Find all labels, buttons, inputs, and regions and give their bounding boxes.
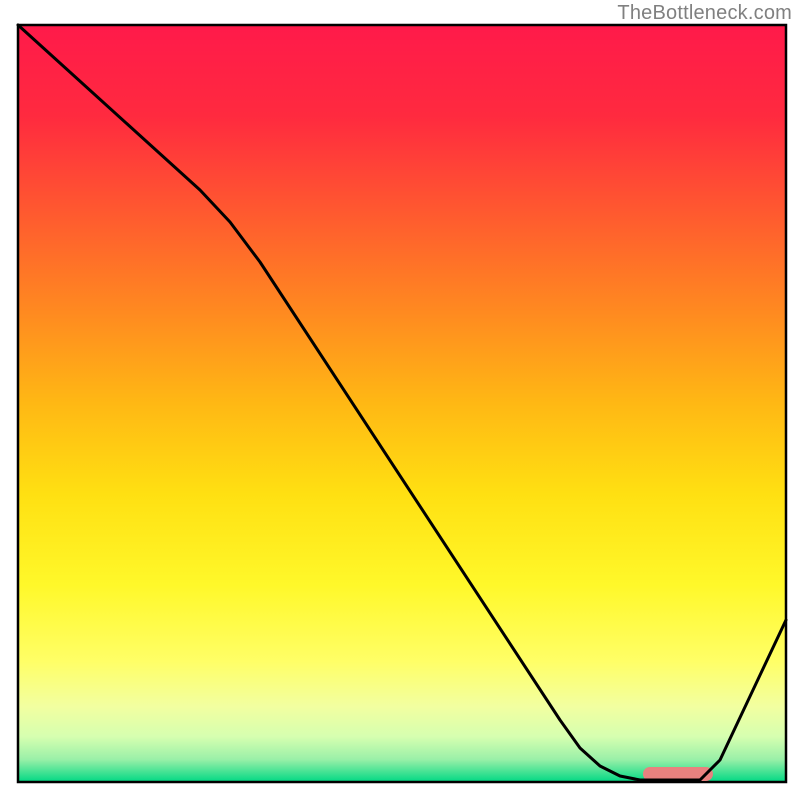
chart-container: TheBottleneck.com bbox=[0, 0, 800, 800]
bottleneck-chart bbox=[0, 0, 800, 800]
chart-background bbox=[18, 25, 786, 782]
watermark-text: TheBottleneck.com bbox=[617, 2, 792, 25]
